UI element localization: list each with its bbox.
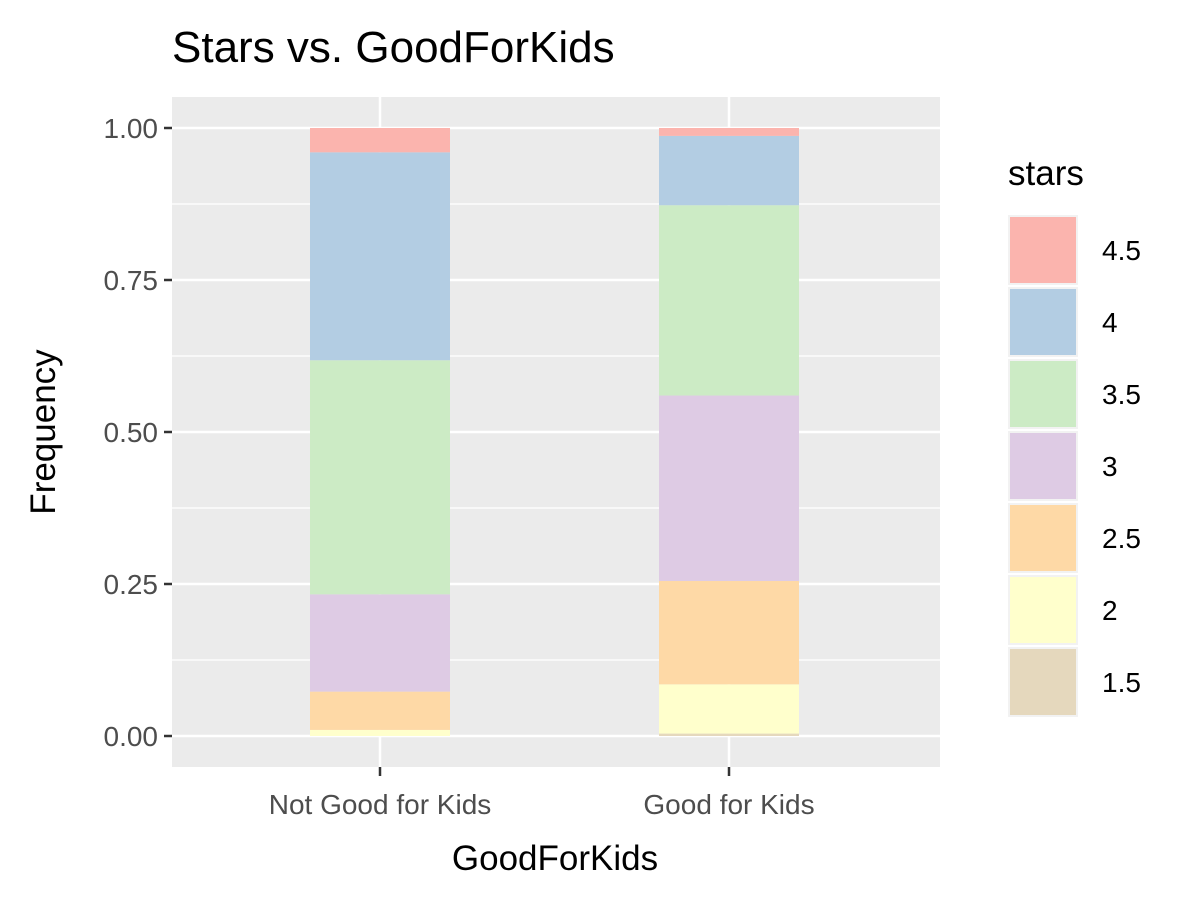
legend: stars 4.5 4 3.5 3 2.5 2 1.5 (1008, 154, 1141, 717)
x-tick-label: Not Good for Kids (269, 789, 492, 820)
legend-label: 3.5 (1102, 379, 1141, 410)
legend-key (1010, 289, 1076, 355)
y-tick-label: 0.25 (104, 569, 159, 600)
x-axis-title: GoodForKids (452, 839, 658, 878)
x-axis: Not Good for Kids Good for Kids (269, 767, 815, 820)
bar-segment (659, 128, 799, 136)
bar-segment (310, 128, 450, 153)
legend-label: 4.5 (1102, 235, 1141, 266)
legend-label: 3 (1102, 451, 1118, 482)
legend-key (1010, 577, 1076, 643)
legend-label: 1.5 (1102, 667, 1141, 698)
bar-segment (310, 594, 450, 692)
legend-label: 2 (1102, 595, 1118, 626)
bar-segment (659, 135, 799, 206)
y-tick-label: 0.00 (104, 721, 159, 752)
bar-segment (659, 733, 799, 736)
chart-title: Stars vs. GoodForKids (172, 23, 615, 72)
bars (310, 128, 799, 736)
bar-segment (310, 152, 450, 361)
y-tick-label: 1.00 (104, 113, 159, 144)
legend-key (1010, 505, 1076, 571)
legend-label: 4 (1102, 307, 1118, 338)
legend-key (1010, 649, 1076, 715)
bar-segment (310, 691, 450, 730)
legend-key (1010, 433, 1076, 499)
y-axis-title: Frequency (24, 349, 63, 515)
legend-key (1010, 217, 1076, 283)
legend-title: stars (1008, 154, 1084, 193)
bar-segment (659, 580, 799, 685)
x-tick-label: Good for Kids (643, 789, 814, 820)
bar-segment (310, 360, 450, 595)
bar-segment (659, 205, 799, 396)
y-axis: 0.00 0.25 0.50 0.75 1.00 (104, 113, 172, 752)
y-tick-label: 0.75 (104, 265, 159, 296)
bar-segment (659, 395, 799, 581)
legend-label: 2.5 (1102, 523, 1141, 554)
legend-key (1010, 361, 1076, 427)
bar-segment (659, 684, 799, 734)
bar-segment (310, 729, 450, 736)
y-tick-label: 0.50 (104, 417, 159, 448)
